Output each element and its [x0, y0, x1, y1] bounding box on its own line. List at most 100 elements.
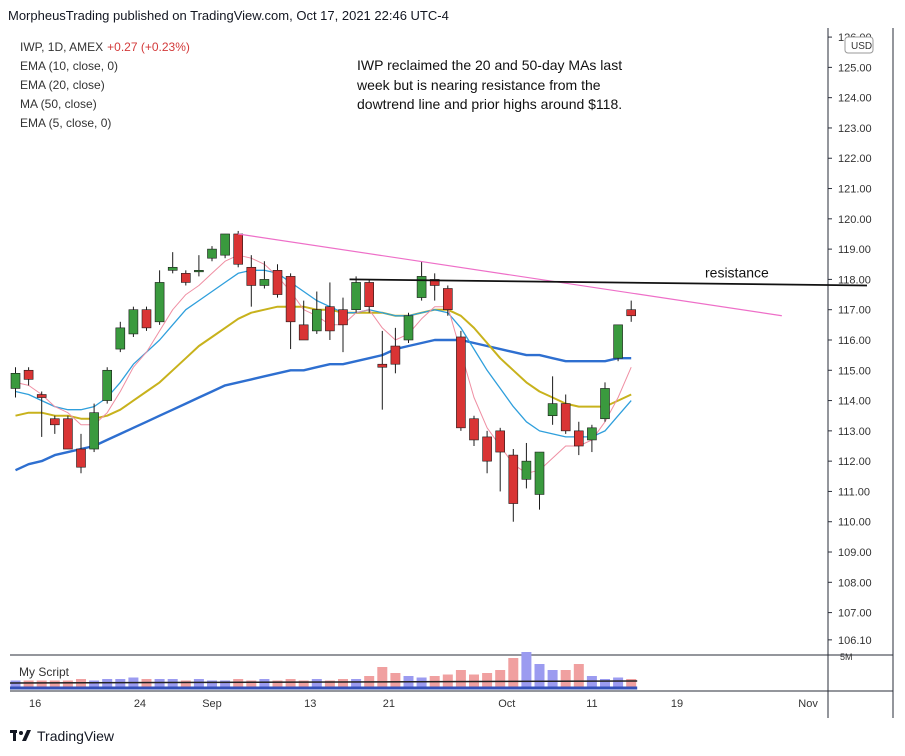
- candle-body: [325, 306, 335, 332]
- price-tick-label: 119.00: [838, 244, 871, 256]
- grid-lines: [10, 28, 894, 718]
- chart-annotation: IWP reclaimed the 20 and 50-day MAs last…: [357, 57, 623, 112]
- volume-bar: [482, 673, 493, 688]
- volume-bar: [338, 679, 348, 688]
- candle-body: [587, 427, 597, 441]
- candle-body: [390, 345, 401, 365]
- candle-body: [23, 369, 34, 380]
- publisher-line: MorpheusTrading published on TradingView…: [8, 8, 449, 23]
- moving-average-lines: [15, 254, 632, 474]
- candle-body: [298, 324, 309, 341]
- price-tick-label: 114.00: [838, 396, 871, 408]
- footer-brand[interactable]: TradingView: [10, 728, 114, 744]
- candle-body: [600, 388, 610, 420]
- downtrend-line: [238, 233, 782, 317]
- volume-bar: [89, 680, 100, 688]
- price-tick-label: 117.00: [838, 305, 871, 317]
- candle-body: [10, 373, 21, 389]
- legend-symbol-row[interactable]: IWP, 1D, AMEX +0.27 (+0.23%): [20, 38, 190, 57]
- volume-bar: [207, 680, 217, 688]
- price-tick-label: 122.00: [838, 153, 872, 165]
- candle-body: [63, 418, 73, 450]
- price-tick-label: 106.10: [838, 635, 872, 647]
- candle-body: [521, 460, 532, 480]
- volume-bar: [508, 658, 519, 688]
- time-tick-label: 11: [586, 698, 597, 710]
- volume-bar: [495, 670, 506, 688]
- volume-bar: [141, 679, 152, 688]
- price-tick-label: 123.00: [838, 123, 872, 135]
- candle-body: [456, 336, 466, 429]
- ma50-line: [15, 338, 632, 472]
- candle-body: [141, 309, 152, 329]
- candle-body: [338, 309, 348, 326]
- candle-body: [469, 418, 479, 441]
- volume-bar: [390, 673, 401, 688]
- candle-body: [102, 369, 112, 401]
- price-tick-label: 124.00: [838, 93, 872, 105]
- candle-body: [508, 454, 519, 504]
- legend-change: +0.27 (+0.23%): [107, 40, 190, 54]
- volume-bar: [285, 679, 296, 688]
- ema20-line: [15, 305, 632, 420]
- candle-body: [626, 309, 637, 317]
- price-tick-label: 118.00: [838, 274, 871, 286]
- candle-body: [573, 430, 584, 447]
- candle-body: [403, 315, 414, 341]
- volume-bar: [102, 679, 113, 688]
- price-tick-label: 110.00: [838, 517, 871, 529]
- time-tick-label: 21: [383, 698, 395, 710]
- price-tick-label: 111.00: [838, 486, 870, 498]
- resistance-line: [349, 278, 868, 287]
- volume-bar: [586, 676, 597, 688]
- volume-bar: [626, 679, 637, 688]
- volume-bar: [298, 680, 309, 688]
- time-tick-label: 13: [304, 698, 316, 710]
- legend-ema10[interactable]: EMA (10, close, 0): [20, 59, 119, 73]
- volume-bar: [547, 670, 558, 688]
- price-tick-label: 121.00: [838, 184, 872, 196]
- candle-body: [495, 430, 506, 453]
- candle-body: [482, 436, 492, 462]
- legend-ema5[interactable]: EMA (5, close, 0): [20, 116, 112, 130]
- volume-bar: [272, 680, 283, 688]
- candle-body: [547, 403, 558, 417]
- price-tick-label: 109.00: [838, 547, 872, 559]
- candle-body: [311, 309, 322, 332]
- candle-body: [416, 276, 427, 298]
- volume-pane-label: My Script: [19, 665, 70, 679]
- candle-body: [613, 324, 623, 359]
- volume-bar: [324, 680, 335, 688]
- candle-body: [154, 282, 165, 323]
- candle-body: [220, 233, 230, 256]
- ema10-line: [15, 269, 632, 438]
- time-axis: 16 24 Sep 13 21 Oct 11 19 Nov: [29, 698, 818, 710]
- volume-bar: [455, 670, 466, 688]
- tradingview-logo-icon: [10, 730, 31, 741]
- price-tick-label: 112.00: [838, 456, 871, 468]
- currency-badge: [844, 36, 874, 54]
- candle-body: [115, 327, 126, 350]
- legend-ema20[interactable]: EMA (20, close): [20, 78, 105, 92]
- volume-bar: [233, 679, 244, 688]
- candle-body: [272, 270, 283, 295]
- candle-body: [181, 273, 191, 283]
- candle-body: [246, 266, 257, 286]
- price-tick-label: 108.00: [838, 577, 872, 589]
- volume-bar: [115, 679, 126, 688]
- candle-body: [233, 233, 243, 265]
- legend-ma50[interactable]: MA (50, close): [20, 97, 97, 111]
- candle-body: [76, 448, 86, 468]
- chart-legend: IWP, 1D, AMEX +0.27 (+0.23%) EMA (10, clo…: [20, 38, 190, 133]
- volume-bar: [193, 679, 204, 688]
- price-axis: 126.00125.00124.00123.00122.00121.00120.…: [828, 32, 874, 662]
- candle-body: [89, 412, 99, 450]
- candle-body: [534, 451, 545, 495]
- volume-bar: [180, 680, 191, 688]
- volume-bar: [560, 670, 571, 688]
- volume-bar: [246, 680, 257, 688]
- volume-bar: [62, 680, 73, 688]
- candle-body: [194, 270, 204, 273]
- candle-body: [351, 282, 361, 310]
